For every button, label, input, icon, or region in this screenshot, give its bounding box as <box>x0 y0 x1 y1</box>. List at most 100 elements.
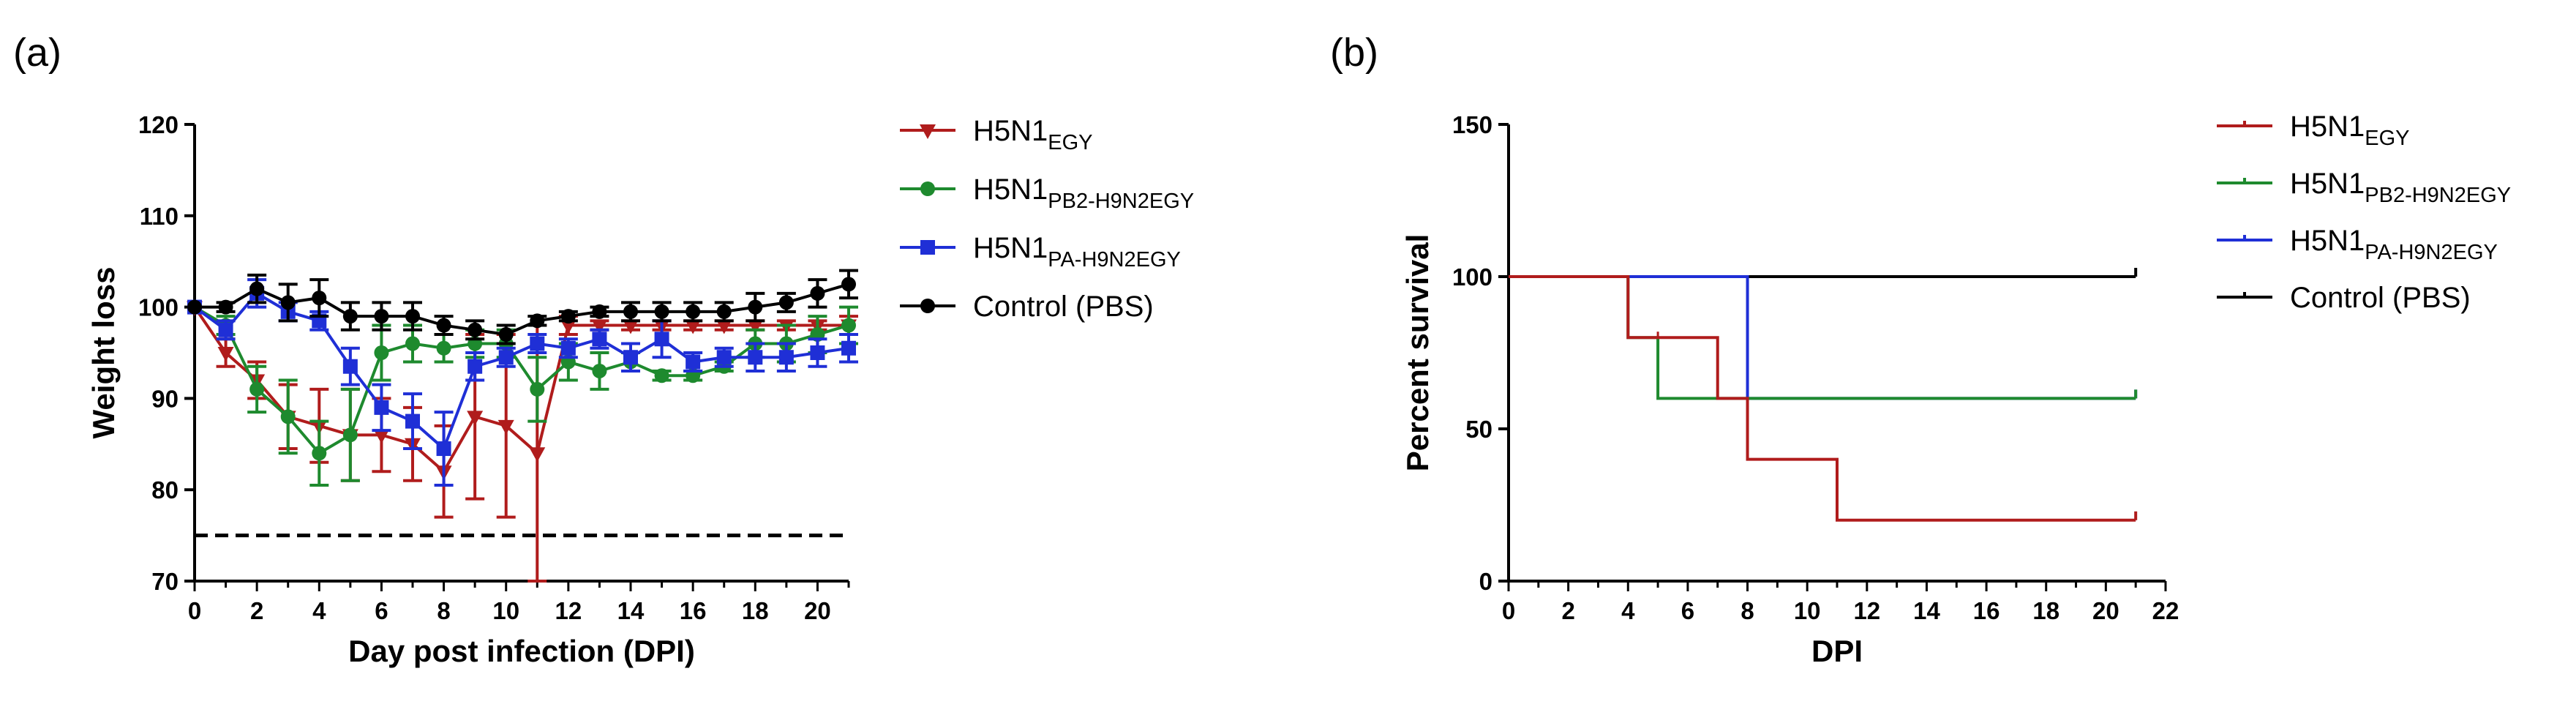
data-point <box>405 309 420 324</box>
data-point <box>280 409 296 424</box>
x-tick-label: 6 <box>1681 597 1694 624</box>
data-point <box>280 295 296 310</box>
series-line <box>193 291 849 452</box>
legend-label: Control (PBS) <box>973 291 1154 323</box>
legend-label-main: H5N1 <box>973 232 1048 264</box>
legend-label-main: Control (PBS) <box>973 291 1154 323</box>
x-tick-label: 0 <box>1502 597 1515 624</box>
x-tick-label: 18 <box>2032 597 2059 624</box>
legend-label: H5N1PA-H9N2EGY <box>2290 225 2498 264</box>
data-point <box>312 446 327 461</box>
data-point <box>560 340 576 356</box>
x-tick-label: 16 <box>1973 597 2000 624</box>
data-point <box>747 319 764 334</box>
y-tick-label: 0 <box>1479 568 1492 595</box>
data-point <box>623 319 639 334</box>
legend-label-main: H5N1 <box>2290 168 2365 200</box>
data-point <box>716 304 732 319</box>
x-tick-label: 4 <box>312 597 326 624</box>
x-tick-label: 18 <box>742 597 769 624</box>
data-point <box>217 347 234 362</box>
legend-entry: H5N1PB2-H9N2EGY <box>900 173 1194 213</box>
data-point <box>312 291 327 306</box>
legend-label: H5N1PB2-H9N2EGY <box>973 173 1194 213</box>
x-tick-label: 10 <box>1794 597 1821 624</box>
data-point <box>560 309 576 324</box>
data-point <box>497 419 514 435</box>
data-point <box>592 363 607 378</box>
data-point <box>778 295 794 310</box>
x-tick-label: 2 <box>1561 597 1574 624</box>
data-point <box>374 400 389 415</box>
y-tick-label: 110 <box>140 203 179 230</box>
series-3 <box>187 269 858 345</box>
survival-step-line <box>1509 275 2136 400</box>
y-tick-label: 50 <box>1465 416 1492 443</box>
data-point <box>342 427 358 443</box>
data-point <box>467 322 483 337</box>
x-tick-label: 16 <box>680 597 707 624</box>
legend-label: Control (PBS) <box>2290 282 2471 314</box>
legend-entry: Control (PBS) <box>900 291 1154 323</box>
data-point <box>405 336 420 351</box>
data-point <box>654 332 669 347</box>
series-line <box>195 282 849 337</box>
y-axis-title: Weight loss <box>86 267 121 439</box>
data-point <box>498 350 514 365</box>
y-axis-title: Percent survival <box>1400 234 1435 472</box>
legend-entry: H5N1PA-H9N2EGY <box>2217 225 2498 264</box>
data-point <box>716 350 732 365</box>
y-tick-label: 120 <box>138 111 179 138</box>
data-point <box>716 319 732 334</box>
legend-label-main: H5N1 <box>2290 225 2365 257</box>
x-tick-label: 14 <box>1913 597 1940 624</box>
legend-label-sub: PB2-H9N2EGY <box>2365 184 2511 207</box>
data-point <box>436 340 451 356</box>
x-tick-label: 8 <box>1741 597 1754 624</box>
data-point <box>592 304 607 319</box>
data-point <box>187 299 202 315</box>
x-tick-label: 20 <box>2092 597 2119 624</box>
x-tick-label: 4 <box>1621 597 1635 624</box>
data-point <box>685 319 702 334</box>
legend-label-sub: PA-H9N2EGY <box>1048 248 1181 272</box>
data-point <box>592 332 607 347</box>
y-tick-label: 150 <box>1452 111 1492 138</box>
series-0 <box>1509 275 2138 522</box>
survival-step-line <box>1509 275 2136 400</box>
data-point <box>374 309 389 324</box>
x-tick-label: 12 <box>1853 597 1880 624</box>
data-point <box>686 354 701 370</box>
x-tick-label: 12 <box>555 597 582 624</box>
data-point <box>218 322 233 337</box>
data-point <box>560 319 577 334</box>
series-line <box>193 306 849 474</box>
data-point <box>623 304 638 319</box>
legend-a: H5N1EGYH5N1PB2-H9N2EGYH5N1PA-H9N2EGYCont… <box>900 115 1194 323</box>
legend-label-main: Control (PBS) <box>2290 282 2471 314</box>
x-tick-label: 8 <box>437 597 450 624</box>
x-axis-title: DPI <box>1811 634 1863 668</box>
data-point <box>778 350 794 365</box>
legend-marker <box>920 124 936 139</box>
legend-entry: H5N1EGY <box>2217 111 2410 150</box>
data-point <box>841 340 856 356</box>
data-point <box>654 368 669 383</box>
data-point <box>530 336 545 351</box>
chart-b-survival: 0 50 100 150 0 2 4 6 8 10 12 14 16 18 20 22 DPI Percent s… <box>1400 111 2179 668</box>
data-point <box>342 359 358 374</box>
legend-entry: Control (PBS) <box>2217 282 2471 314</box>
x-tick-label: 0 <box>188 597 201 624</box>
legend-label-sub: EGY <box>2365 127 2409 150</box>
legend-label-sub: EGY <box>1048 131 1092 154</box>
legend-entry: H5N1PB2-H9N2EGY <box>2217 168 2511 207</box>
data-point <box>591 319 608 334</box>
data-point <box>436 318 451 333</box>
data-point <box>218 299 233 315</box>
data-point <box>436 441 451 457</box>
legend-marker <box>920 181 935 196</box>
data-point <box>374 345 389 360</box>
data-point <box>529 447 546 463</box>
data-point <box>342 309 358 324</box>
